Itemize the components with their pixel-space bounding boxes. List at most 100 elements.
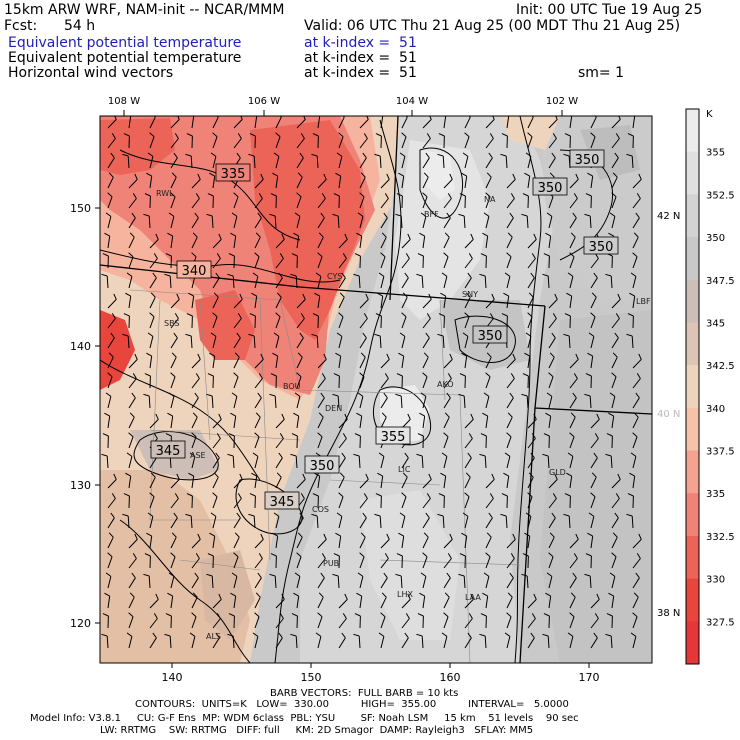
colorbar-label: 327.5	[706, 617, 735, 628]
wind-barb-paths	[101, 116, 642, 649]
colorbar-segment	[686, 621, 699, 665]
station-rwl: RWL	[156, 189, 174, 198]
plot-frame	[99, 115, 653, 664]
field-2-level: at k-index = 51	[304, 50, 417, 66]
lat-label-42n: 42 N	[657, 211, 680, 222]
field-3-level: at k-index = 51	[304, 65, 417, 81]
physics-info: LW: RRTMG SW: RRTMG DIFF: full KM: 2D Sm…	[100, 725, 534, 736]
station-ako: AKO	[437, 380, 454, 389]
grid-y-140: 140	[70, 340, 91, 353]
colorbar: K 355 352.5 350 347.5 345 342.5 340 337.5 335 332…	[685, 108, 735, 665]
colorbar-label: 350	[706, 233, 725, 244]
svg-text:340: 340	[182, 264, 207, 279]
station-bou: BOU	[283, 382, 301, 391]
station-den: DEN	[325, 404, 342, 413]
station-lhx: LHX	[397, 590, 413, 599]
colorbar-label: 355	[706, 148, 725, 159]
init-time: Init: 00 UTC Tue 19 Aug 25	[516, 2, 703, 18]
smoothing-label: sm= 1	[578, 65, 625, 81]
svg-text:350: 350	[589, 240, 614, 255]
svg-text:350: 350	[310, 459, 335, 474]
svg-text:335: 335	[221, 167, 246, 182]
station-na: NA	[484, 195, 496, 204]
grid-ticks	[95, 207, 590, 668]
contour-label-350-d: 350	[472, 325, 508, 344]
station-lic: LIC	[398, 465, 411, 474]
colorbar-label: 342.5	[706, 361, 735, 372]
barb-vectors-note: BARB VECTORS: FULL BARB = 10 kts	[270, 688, 459, 699]
station-cos: COS	[312, 505, 329, 514]
station-cys: CYS	[327, 272, 342, 281]
grid-x-140: 140	[162, 671, 183, 684]
contour-labels: 335 340 350 350 350 350 355 345 350 345	[150, 149, 619, 510]
contour-label-350-c: 350	[583, 236, 619, 255]
grid-y-120: 120	[70, 617, 91, 630]
grid-x-150: 150	[301, 671, 322, 684]
svg-text:355: 355	[381, 430, 406, 445]
colorbar-segment	[686, 151, 699, 195]
contour-label-345-b: 345	[264, 491, 300, 510]
lat-label-40n: 40 N	[657, 409, 680, 420]
colorbar-label: 345	[706, 319, 725, 330]
colorbar-segment	[686, 493, 699, 537]
right-lat-labels: 42 N 40 N 38 N	[657, 211, 680, 619]
top-lon-ticks	[123, 110, 563, 116]
valid-time: Valid: 06 UTC Thu 21 Aug 25 (00 MDT Thu …	[304, 18, 681, 34]
colorbar-segment	[686, 109, 699, 153]
model-info: Model Info: V3.8.1 CU: G-F Ens MP: WDM 6…	[30, 713, 579, 724]
bottom-grid-labels: 140 150 160 170	[162, 671, 600, 684]
colorbar-label: 352.5	[706, 190, 735, 201]
top-lon-labels: 108 W 106 W 104 W 102 W	[108, 96, 578, 107]
field-1-level: at k-index = 51	[304, 35, 417, 51]
svg-text:350: 350	[575, 153, 600, 168]
svg-text:350: 350	[478, 329, 503, 344]
colorbar-label: 332.5	[706, 532, 735, 543]
state-borders	[99, 115, 653, 664]
lon-label-108w: 108 W	[108, 96, 140, 107]
colorbar-label: 340	[706, 404, 725, 415]
colorbar-segment	[686, 578, 699, 622]
colorbar-segment	[686, 237, 699, 281]
station-als: ALS	[206, 632, 221, 641]
colorbar-frame	[685, 108, 700, 665]
colorbar-unit: K	[706, 109, 713, 120]
grid-y-150: 150	[70, 202, 91, 215]
colorbar-segment	[686, 365, 699, 409]
lat-label-38n: 38 N	[657, 608, 680, 619]
station-sbs: SBS	[164, 319, 180, 328]
station-labels: RWL BFF NA CYS SNY SBS BOU AKO DEN LIC G…	[156, 189, 651, 641]
colorbar-segment	[686, 407, 699, 452]
contour-label-355: 355	[375, 426, 411, 445]
field-3-name: Horizontal wind vectors	[8, 65, 174, 81]
station-laa: LAA	[465, 593, 481, 602]
colorbar-segment	[686, 450, 699, 494]
svg-text:345: 345	[156, 444, 181, 459]
colorbar-label: 335	[706, 489, 725, 500]
colorbar-segment	[686, 535, 699, 580]
lon-label-104w: 104 W	[396, 96, 428, 107]
contour-label-340: 340	[176, 260, 212, 279]
svg-text:345: 345	[270, 495, 295, 510]
contours-note: CONTOURS: UNITS=K LOW= 330.00 HIGH= 355.…	[135, 699, 569, 710]
colorbar-label: 330	[706, 575, 725, 586]
field-1-name: Equivalent potential temperature	[8, 35, 242, 51]
station-lbf: LBF	[636, 297, 651, 306]
contour-label-335: 335	[215, 163, 251, 182]
station-pub: PUB	[323, 559, 339, 568]
colorbar-label: 337.5	[706, 447, 735, 458]
grid-x-170: 170	[579, 671, 600, 684]
field-2-name: Equivalent potential temperature	[8, 50, 242, 66]
grid-x-160: 160	[440, 671, 461, 684]
wind-barbs	[101, 116, 642, 649]
colorbar-label: 347.5	[706, 276, 735, 287]
left-grid-labels: 150 140 130 120	[70, 202, 91, 630]
lon-label-106w: 106 W	[248, 96, 280, 107]
svg-text:350: 350	[538, 181, 563, 196]
lon-label-102w: 102 W	[546, 96, 578, 107]
station-bff: BFF	[424, 210, 439, 219]
contour-label-350-b: 350	[532, 177, 568, 196]
grid-y-130: 130	[70, 479, 91, 492]
forecast-hour: 54 h	[64, 18, 96, 34]
station-gld: GLD	[549, 468, 566, 477]
